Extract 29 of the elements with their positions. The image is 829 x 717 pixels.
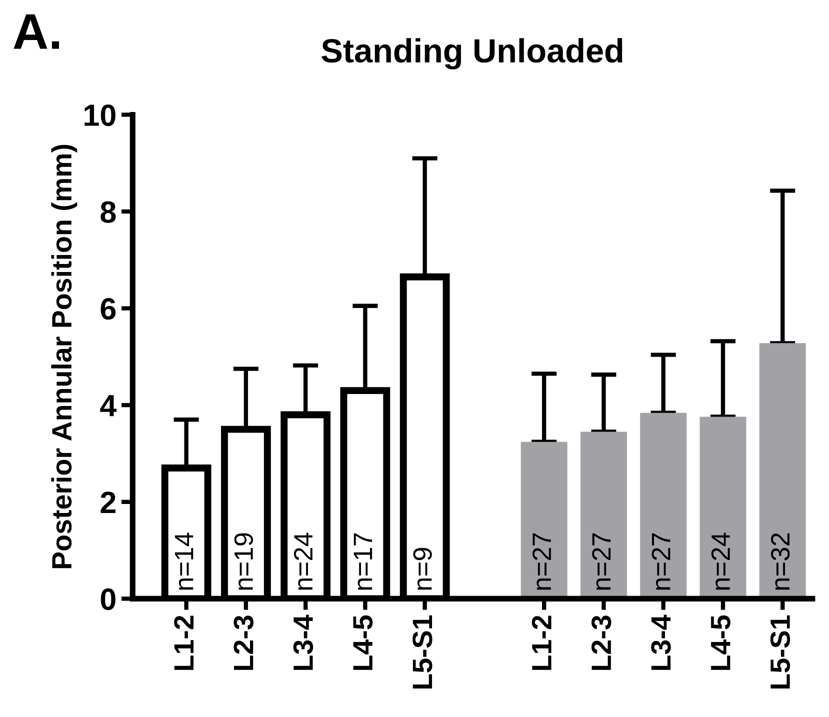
- text: A.: [14, 14, 59, 49]
- annotation: n=14: [174, 532, 194, 590]
- chart-title: Standing Unloaded: [322, 38, 622, 70]
- x-tick-label: L3-4: [293, 614, 314, 670]
- y-tick-label: 10: [84, 104, 116, 126]
- x-tick-label: L1-2: [532, 616, 552, 670]
- y-tick-label: 8: [100, 201, 116, 223]
- y-tick-label: 0: [100, 588, 116, 610]
- x-tick-label: L1-2: [174, 616, 194, 670]
- y-tick-label: 6: [100, 298, 116, 320]
- x-tick-label: L5-S1: [412, 615, 432, 688]
- annotation: n=32: [771, 533, 790, 590]
- x-tick-label: L5-S1: [770, 615, 790, 688]
- annotation: n=19: [234, 533, 254, 590]
- x-tick-label: L4-5: [711, 615, 730, 670]
- x-tick-label: L4-5: [353, 615, 373, 670]
- x-tick-label: L3-4: [651, 614, 671, 670]
- annotation: n=27: [532, 533, 551, 590]
- y-tick-label: 4: [100, 395, 117, 416]
- annotation: n=24: [711, 532, 730, 590]
- x-tick-label: L2-3: [234, 616, 254, 670]
- annotation: n=9: [413, 548, 432, 590]
- x-tick-label: L2-3: [592, 616, 612, 670]
- annotation: n=27: [592, 533, 611, 590]
- annotation: n=27: [652, 533, 670, 590]
- y-axis-title: Posterior Annular Position (mm): [51, 144, 78, 568]
- annotation: n=17: [354, 533, 372, 590]
- annotation: n=24: [294, 532, 312, 590]
- y-tick-label: 2: [100, 492, 116, 513]
